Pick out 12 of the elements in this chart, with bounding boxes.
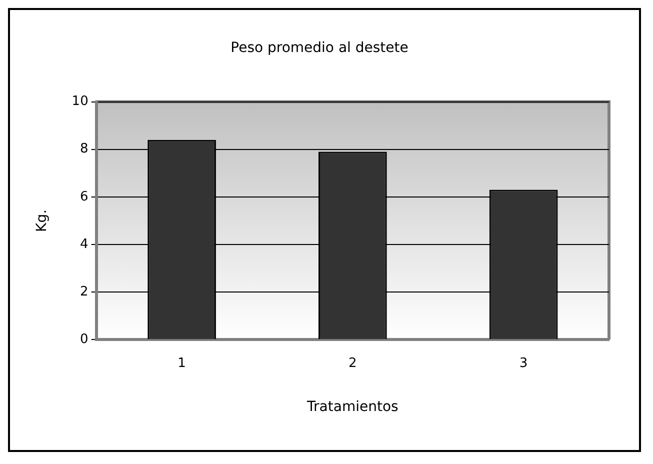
chart-title: Peso promedio al destete [230, 40, 408, 56]
y-tick-label: 10 [72, 94, 88, 110]
y-tick-label: 4 [80, 236, 88, 252]
x-tick-label: 1 [178, 356, 186, 371]
x-tick-label: 3 [519, 356, 528, 371]
y-axis-title: Kg. [34, 209, 50, 232]
x-tick-label: 2 [348, 356, 357, 371]
y-tick-label: 2 [80, 284, 88, 300]
y-tick-label: 6 [80, 189, 88, 204]
y-tick-label: 0 [80, 332, 88, 347]
x-axis-title: Tratamientos [306, 399, 398, 416]
y-tick-label: 8 [80, 142, 88, 157]
